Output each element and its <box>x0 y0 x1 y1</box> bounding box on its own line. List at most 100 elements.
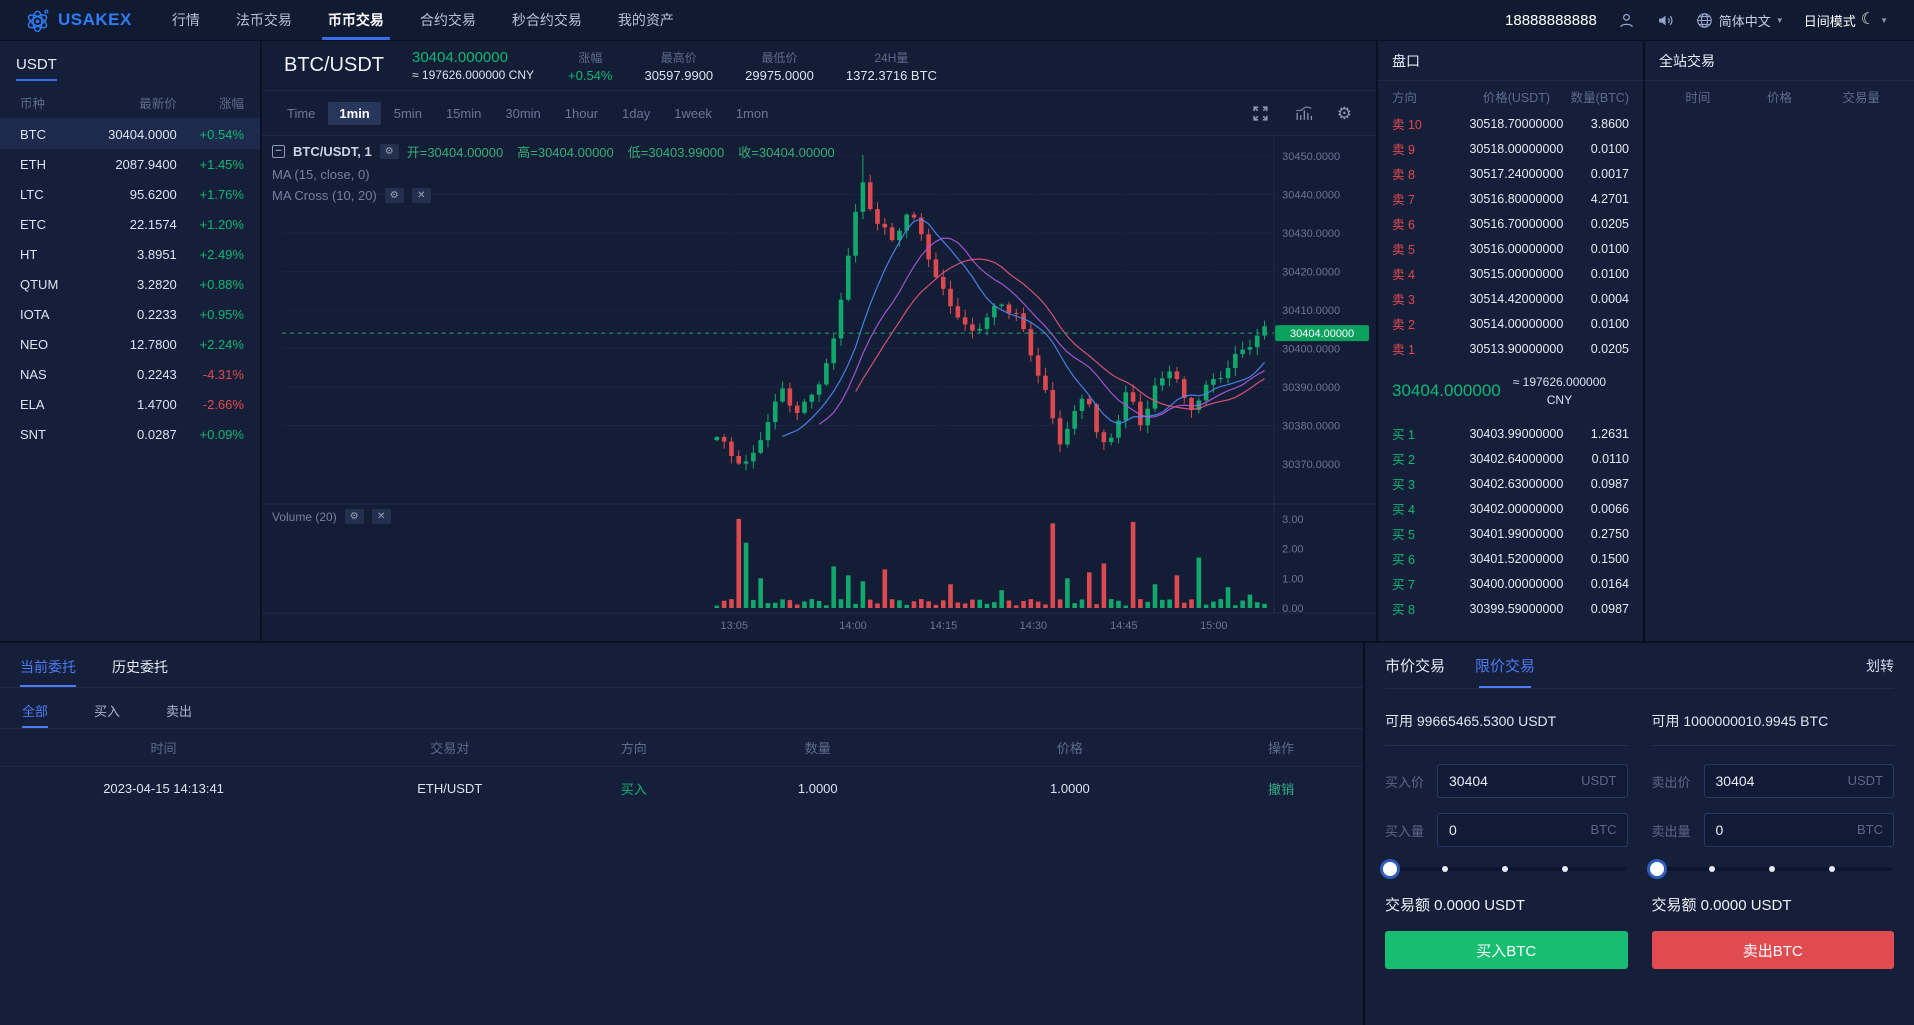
interval-15min[interactable]: 15min <box>445 105 482 121</box>
coin-row-QTUM[interactable]: QTUM 3.2820 +0.88% <box>0 269 260 299</box>
buy-button[interactable]: 买入BTC <box>1385 931 1628 969</box>
buy-amount-input[interactable] <box>1437 813 1628 847</box>
orderbook-row[interactable]: 卖 10 30518.70000000 3.8600 <box>1378 111 1643 136</box>
orderbook-row[interactable]: 买 8 30399.59000000 0.0987 <box>1378 596 1643 621</box>
indicator-icon[interactable] <box>1294 104 1313 123</box>
order-price: 30402.63000000 <box>1469 476 1564 491</box>
slider-stop-25[interactable] <box>1708 866 1715 872</box>
coin-row-ETH[interactable]: ETH 2087.9400 +1.45% <box>0 149 260 179</box>
global-trades-title: 全站交易 <box>1645 41 1914 81</box>
coin-row-ETC[interactable]: ETC 22.1574 +1.20% <box>0 209 260 239</box>
sell-button[interactable]: 卖出BTC <box>1651 931 1894 969</box>
filter-all[interactable]: 全部 <box>22 701 49 728</box>
volume-settings-icon[interactable]: ⚙ <box>344 509 364 524</box>
order-qty: 0.0987 <box>1590 476 1629 491</box>
tab-limit-trade[interactable]: 限价交易 <box>1475 643 1535 688</box>
filter-buy[interactable]: 买入 <box>94 704 121 719</box>
svg-text:14:15: 14:15 <box>930 620 957 632</box>
brand-logo[interactable]: USAKEX <box>24 7 132 34</box>
sell-amount-input[interactable] <box>1703 813 1894 847</box>
orderbook-row[interactable]: 买 5 30401.99000000 0.2750 <box>1378 521 1643 546</box>
orderbook-row[interactable]: 买 7 30400.00000000 0.0164 <box>1378 571 1643 596</box>
orderbook-row[interactable]: 买 4 30402.00000000 0.0066 <box>1378 496 1643 521</box>
orderbook-row[interactable]: 卖 7 30516.80000000 4.2701 <box>1378 186 1643 211</box>
slider-stop-50[interactable] <box>1768 866 1775 872</box>
interval-30min[interactable]: 30min <box>505 105 541 121</box>
orderbook-row[interactable]: 买 6 30401.52000000 0.1500 <box>1378 546 1643 571</box>
orderbook-row[interactable]: 买 1 30403.99000000 1.2631 <box>1378 421 1643 446</box>
ma-settings-icon[interactable]: ⚙ <box>384 188 404 203</box>
coin-row-IOTA[interactable]: IOTA 0.2233 +0.95% <box>0 299 260 329</box>
user-icon[interactable] <box>1617 11 1636 30</box>
coin-row-ELA[interactable]: ELA 1.4700 -2.66% <box>0 389 260 419</box>
language-selector[interactable]: 简体中文 ▼ <box>1695 11 1784 30</box>
order-side: 买 7 <box>1392 578 1415 592</box>
orderbook-row[interactable]: 卖 5 30516.00000000 0.0100 <box>1378 236 1643 261</box>
sell-price-input[interactable] <box>1703 764 1894 798</box>
buy-price-input[interactable] <box>1437 764 1628 798</box>
kline-chart[interactable]: 30450.0000 30440.0000 30430.0000 30420.0000… <box>262 136 1376 641</box>
trade-form-tabs: 市价交易 限价交易 划转 <box>1385 643 1894 689</box>
sound-icon[interactable] <box>1656 11 1675 30</box>
user-phone[interactable]: 18888888888 <box>1505 11 1597 29</box>
orderbook-row[interactable]: 买 3 30402.63000000 0.0987 <box>1378 471 1643 496</box>
interval-1min[interactable]: 1min <box>328 101 381 125</box>
slider-stop-25[interactable] <box>1442 866 1449 872</box>
order-qty: 0.2750 <box>1590 526 1629 541</box>
orderbook-row[interactable]: 买 2 30402.64000000 0.0110 <box>1378 446 1643 471</box>
order-side: 卖 4 <box>1392 268 1415 282</box>
orderbook-panel: 盘口 方向 价格(USDT) 数量(BTC) 卖 10 30518.7000000… <box>1378 41 1645 641</box>
coin-row-BTC[interactable]: BTC 30404.0000 +0.54% <box>0 119 260 149</box>
interval-1mon[interactable]: 1mon <box>735 105 769 121</box>
orderbook-row[interactable]: 卖 3 30514.42000000 0.0004 <box>1378 286 1643 311</box>
global-trades-header: 时间 价格 交易量 <box>1685 90 1880 105</box>
coin-row-NEO[interactable]: NEO 12.7800 +2.24% <box>0 329 260 359</box>
tab-usdt[interactable]: USDT <box>16 56 57 81</box>
slider-handle[interactable] <box>1649 862 1664 876</box>
orderbook-row[interactable]: 卖 2 30514.00000000 0.0100 <box>1378 311 1643 336</box>
orderbook-row[interactable]: 卖 6 30516.70000000 0.0205 <box>1378 211 1643 236</box>
coin-change: +1.45% <box>199 156 244 172</box>
market-header: BTC/USDT 30404.000000 ≈ 197626.000000 CN… <box>262 41 1376 91</box>
orderbook-row[interactable]: 卖 8 30517.24000000 0.0017 <box>1378 161 1643 186</box>
tab-market-trade[interactable]: 市价交易 <box>1385 658 1446 675</box>
orderbook-row[interactable]: 卖 1 30513.90000000 0.0205 <box>1378 336 1643 361</box>
slider-handle[interactable] <box>1383 862 1397 876</box>
tab-current-orders[interactable]: 当前委托 <box>20 657 76 687</box>
filter-sell[interactable]: 卖出 <box>166 704 193 719</box>
theme-toggle[interactable]: 日间模式 ☾ ▼ <box>1804 11 1888 30</box>
coin-row-NAS[interactable]: NAS 0.2243 -4.31% <box>0 359 260 389</box>
series-settings-icon[interactable]: ⚙ <box>379 144 399 159</box>
coin-row-LTC[interactable]: LTC 95.6200 +1.76% <box>0 179 260 209</box>
nav-item-法币交易[interactable]: 法币交易 <box>235 12 292 28</box>
order-side: 卖 5 <box>1392 243 1415 257</box>
buy-amount-slider[interactable] <box>1383 862 1626 876</box>
cancel-order-link[interactable]: 撤销 <box>1268 781 1295 797</box>
nav-item-币币交易[interactable]: 币币交易 <box>321 0 390 40</box>
coin-row-SNT[interactable]: SNT 0.0287 +0.09% <box>0 419 260 449</box>
coin-change: -4.31% <box>202 366 244 382</box>
sell-amount-slider[interactable] <box>1649 862 1892 876</box>
slider-stop-50[interactable] <box>1502 866 1509 872</box>
slider-stop-75[interactable] <box>1828 866 1835 872</box>
volume-close-icon[interactable]: ✕ <box>371 509 391 524</box>
collapse-series-icon[interactable]: − <box>272 145 285 158</box>
orderbook-row[interactable]: 卖 9 30518.00000000 0.0100 <box>1378 136 1643 161</box>
transfer-link[interactable]: 划转 <box>1866 657 1894 674</box>
interval-Time[interactable]: Time <box>287 105 316 121</box>
nav-item-我的资产[interactable]: 我的资产 <box>617 12 674 28</box>
nav-item-秒合约交易[interactable]: 秒合约交易 <box>511 12 582 28</box>
ma-close-icon[interactable]: ✕ <box>411 188 431 203</box>
coin-row-HT[interactable]: HT 3.8951 +2.49% <box>0 239 260 269</box>
interval-1hour[interactable]: 1hour <box>564 105 599 121</box>
tab-history-orders[interactable]: 历史委托 <box>112 659 168 675</box>
nav-item-行情[interactable]: 行情 <box>171 12 200 28</box>
interval-5min[interactable]: 5min <box>393 105 422 121</box>
slider-stop-75[interactable] <box>1562 866 1569 872</box>
chart-settings-icon[interactable]: ⚙ <box>1336 103 1352 123</box>
interval-1week[interactable]: 1week <box>674 105 712 121</box>
orderbook-row[interactable]: 卖 4 30515.00000000 0.0100 <box>1378 261 1643 286</box>
nav-item-合约交易[interactable]: 合约交易 <box>419 12 476 28</box>
fullscreen-icon[interactable] <box>1251 104 1270 123</box>
interval-1day[interactable]: 1day <box>622 105 651 121</box>
